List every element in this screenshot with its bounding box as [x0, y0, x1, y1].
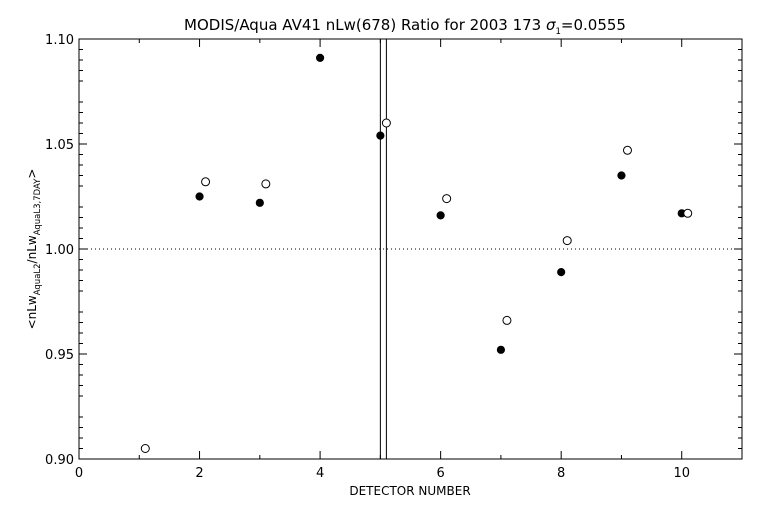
- filled-data-point: [617, 171, 626, 180]
- x-tick-label: 4: [316, 466, 324, 481]
- x-tick-label: 6: [436, 466, 444, 481]
- x-tick-label: 0: [75, 466, 83, 481]
- filled-data-point: [315, 53, 325, 63]
- x-axis-label: DETECTOR NUMBER: [349, 484, 470, 498]
- open-data-point: [140, 444, 150, 453]
- y-tick-label: 0.95: [45, 348, 74, 363]
- open-data-point: [442, 194, 452, 204]
- y-axis-ticks: 0.90 0.95 1.00 1.05 1.10: [45, 33, 742, 468]
- x-axis-ticks: 0 2 4 6 8 10: [75, 39, 743, 481]
- reference-lines: [79, 39, 742, 459]
- y-tick-label: 1.00: [45, 243, 74, 258]
- filled-data-point: [376, 131, 385, 140]
- data-points: [140, 53, 693, 453]
- x-tick-label: 10: [673, 466, 690, 481]
- open-data-point: [622, 145, 632, 155]
- plot-frame: [78, 38, 743, 460]
- filled-data-point: [436, 211, 445, 220]
- y-tick-label: 1.10: [45, 33, 74, 48]
- open-data-point: [261, 179, 271, 189]
- filled-data-point: [557, 268, 566, 277]
- chart-title: MODIS/Aqua AV41 nLw(678) Ratio for 2003 …: [184, 16, 626, 37]
- filled-data-point: [195, 192, 204, 201]
- filled-data-point: [496, 345, 506, 354]
- open-data-point: [201, 177, 211, 187]
- y-tick-label: 0.90: [45, 453, 74, 468]
- open-data-point: [562, 236, 572, 246]
- open-data-point: [381, 118, 391, 128]
- open-data-point: [502, 315, 512, 325]
- x-tick-label: 8: [557, 466, 565, 481]
- y-tick-label: 1.05: [45, 138, 74, 153]
- y-axis-label: <nLwAquaL2/nLwAquaL3,7DAY>: [25, 169, 43, 330]
- x-tick-label: 2: [195, 466, 203, 481]
- open-data-point: [683, 208, 693, 218]
- filled-data-point: [255, 198, 264, 207]
